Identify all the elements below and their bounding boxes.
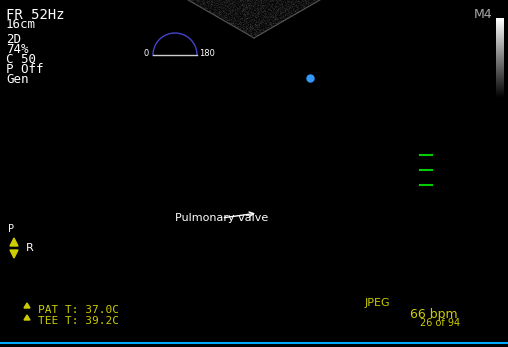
Text: 26 of 94: 26 of 94 <box>420 318 460 328</box>
Polygon shape <box>10 238 18 246</box>
Polygon shape <box>24 303 30 308</box>
Text: 0: 0 <box>144 49 149 58</box>
Text: P: P <box>8 224 14 234</box>
Text: FR 52Hz: FR 52Hz <box>6 8 65 22</box>
Text: 74%: 74% <box>6 43 28 56</box>
Text: 180: 180 <box>199 49 215 58</box>
Text: P Off: P Off <box>6 63 44 76</box>
Text: M4: M4 <box>473 8 492 21</box>
Text: 16cm: 16cm <box>6 18 36 31</box>
Polygon shape <box>10 250 18 258</box>
Text: Pulmonary valve: Pulmonary valve <box>175 212 268 223</box>
Text: Gen: Gen <box>6 73 28 86</box>
Text: JPEG: JPEG <box>364 298 390 308</box>
Text: 66 bpm: 66 bpm <box>410 308 458 321</box>
Text: PAT T: 37.0C: PAT T: 37.0C <box>38 305 119 315</box>
Text: C 50: C 50 <box>6 53 36 66</box>
Text: R: R <box>26 243 34 253</box>
Text: TEE T: 39.2C: TEE T: 39.2C <box>38 316 119 326</box>
Text: 2D: 2D <box>6 33 21 46</box>
Polygon shape <box>24 315 30 320</box>
